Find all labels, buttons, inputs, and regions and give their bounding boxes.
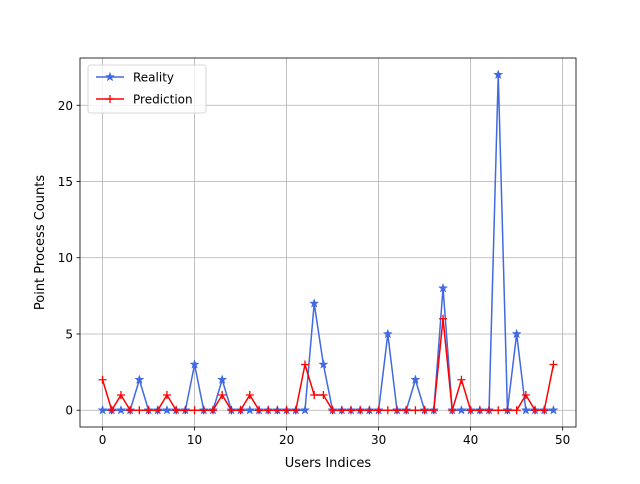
prediction-point [310,390,319,399]
prediction-point [475,406,484,415]
reality-point [318,359,329,369]
legend-swatch-marker [104,71,116,82]
prediction-point [245,390,254,399]
x-axis-label: Users Indices [285,456,372,471]
prediction-point [208,406,217,415]
y-tick-label: 20 [58,99,73,113]
prediction-point [485,406,494,415]
prediction-series [98,314,558,415]
x-tick-label: 20 [279,433,294,447]
prediction-point [540,406,549,415]
y-tick-label: 5 [65,327,73,341]
series-layer [97,69,559,415]
y-axis-label: Point Process Counts [33,175,48,310]
legend-swatch-marker [106,95,114,103]
prediction-point [273,406,282,415]
prediction-point [153,406,162,415]
prediction-point [181,406,190,415]
prediction-point [264,406,273,415]
reality-point [97,404,108,415]
reality-point [456,404,467,415]
reality-point [511,328,522,339]
prediction-point [319,390,328,399]
prediction-point [420,406,429,415]
x-tick-label: 50 [555,433,570,447]
plot-frame [79,57,577,428]
prediction-point [236,406,245,415]
prediction-point [328,406,337,415]
prediction-point [291,406,300,415]
reality-point [161,404,173,415]
prediction-point [494,406,503,415]
reality-point [437,282,449,293]
prediction-point [347,406,356,415]
prediction-point [521,390,530,399]
reality-point [493,69,504,80]
legend-label: Reality [133,71,174,85]
reality-point [217,374,228,385]
prediction-point [383,406,392,415]
prediction-point [218,390,227,399]
prediction-point [282,406,291,415]
y-tick-label: 0 [65,404,73,418]
prediction-point [531,406,540,415]
reality-series [97,69,559,415]
prediction-point [98,375,107,384]
legend-entry-prediction: Prediction [96,93,193,107]
reality-point [189,359,200,369]
y-tick-label: 15 [58,175,73,189]
prediction-point [429,406,438,415]
prediction-point [116,390,125,399]
legend-label: Prediction [133,93,193,107]
prediction-point [466,406,475,415]
prediction-point [393,406,402,415]
reality-point [410,374,421,385]
prediction-point [162,390,171,399]
reality-point [299,404,311,415]
prediction-point [356,406,365,415]
prediction-point [374,406,383,415]
prediction-point [227,406,236,415]
prediction-line [101,317,555,411]
prediction-point [365,406,374,415]
prediction-point [512,406,521,415]
prediction-point [549,360,558,369]
x-tick-label: 40 [463,433,478,447]
prediction-point [402,406,411,415]
reality-point [520,404,531,415]
prediction-point [144,406,153,415]
x-tick-label: 30 [371,433,386,447]
prediction-point [448,406,457,415]
legend-entry-reality: Reality [96,71,174,85]
axes: 0 10 20 30 40 50 0 5 10 15 20 [58,57,577,447]
prediction-point [337,406,346,415]
prediction-point [190,406,199,415]
reality-point [115,404,127,415]
reality-point [309,298,320,308]
prediction-point [254,406,263,415]
reality-point [244,404,255,415]
x-tick-label: 0 [99,433,107,447]
prediction-point [107,406,116,415]
prediction-point [439,314,448,323]
prediction-point [300,360,309,369]
prediction-point [503,406,512,415]
prediction-point [135,406,144,415]
reality-line [102,74,554,411]
prediction-point [172,406,181,415]
prediction-point [126,406,135,415]
x-tick-label: 10 [187,433,202,447]
legend: Reality Prediction [87,64,207,114]
reality-point [382,328,393,339]
prediction-point [199,406,208,415]
reality-point [134,374,145,385]
reality-point [548,404,559,415]
prediction-point [411,406,420,415]
prediction-point [457,375,466,384]
y-tick-label: 10 [58,251,73,265]
